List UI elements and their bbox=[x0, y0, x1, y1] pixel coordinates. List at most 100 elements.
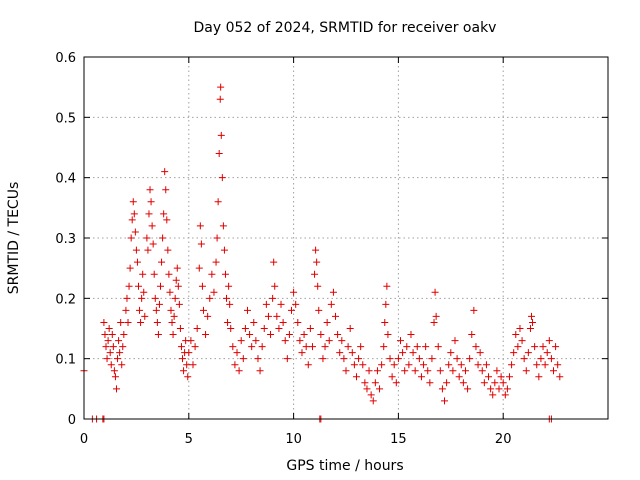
data-point bbox=[102, 343, 110, 351]
data-point bbox=[296, 337, 304, 345]
data-point bbox=[151, 294, 159, 302]
data-point bbox=[493, 367, 501, 375]
data-point bbox=[405, 361, 413, 369]
data-point bbox=[350, 361, 358, 369]
data-point bbox=[420, 361, 428, 369]
data-point bbox=[262, 300, 270, 308]
data-point bbox=[217, 131, 225, 139]
data-point bbox=[157, 282, 165, 290]
data-point bbox=[432, 312, 440, 320]
data-point bbox=[531, 343, 539, 351]
data-point bbox=[313, 258, 321, 266]
data-point bbox=[489, 391, 497, 399]
data-point bbox=[196, 222, 204, 230]
data-point bbox=[131, 228, 139, 236]
data-point bbox=[529, 318, 537, 326]
data-point bbox=[552, 343, 560, 351]
data-point bbox=[162, 186, 170, 194]
data-point bbox=[336, 349, 344, 357]
data-point bbox=[195, 264, 203, 272]
data-point bbox=[430, 318, 438, 326]
data-point bbox=[277, 300, 285, 308]
data-point bbox=[120, 331, 128, 339]
data-point bbox=[445, 361, 453, 369]
data-point bbox=[126, 264, 134, 272]
data-point bbox=[431, 288, 439, 296]
data-point bbox=[352, 373, 360, 381]
data-point bbox=[505, 373, 513, 381]
data-point bbox=[308, 343, 316, 351]
data-point bbox=[123, 294, 131, 302]
data-point bbox=[539, 343, 547, 351]
data-point bbox=[185, 349, 193, 357]
data-point bbox=[179, 355, 187, 363]
data-point bbox=[501, 391, 509, 399]
data-point bbox=[105, 325, 113, 332]
data-point bbox=[535, 373, 543, 381]
data-point bbox=[392, 379, 400, 387]
data-point bbox=[210, 288, 218, 296]
data-point bbox=[547, 355, 555, 363]
data-point bbox=[158, 258, 166, 266]
data-point bbox=[115, 337, 123, 345]
data-point bbox=[223, 294, 231, 302]
data-point bbox=[141, 312, 149, 320]
data-point bbox=[267, 331, 275, 339]
data-point bbox=[114, 355, 122, 363]
data-point bbox=[136, 306, 144, 314]
data-point bbox=[225, 282, 233, 290]
data-point bbox=[270, 258, 278, 266]
data-point bbox=[413, 343, 421, 351]
data-point bbox=[541, 361, 549, 369]
data-point bbox=[382, 300, 390, 308]
data-point bbox=[150, 270, 158, 278]
data-point bbox=[271, 282, 279, 290]
data-point bbox=[111, 373, 119, 381]
data-point bbox=[323, 318, 331, 326]
data-point bbox=[497, 373, 505, 381]
data-point bbox=[348, 349, 356, 357]
data-point bbox=[365, 367, 373, 375]
x-tick-label: 10 bbox=[285, 432, 302, 447]
data-point bbox=[264, 312, 272, 320]
data-point bbox=[148, 222, 156, 230]
data-point bbox=[184, 373, 192, 381]
data-point bbox=[127, 234, 135, 242]
data-point bbox=[499, 379, 507, 387]
data-point bbox=[449, 367, 457, 375]
data-point bbox=[434, 343, 442, 351]
data-point bbox=[428, 355, 436, 363]
data-point bbox=[472, 343, 480, 351]
data-point bbox=[453, 355, 461, 363]
y-tick-label: 0.2 bbox=[55, 292, 76, 307]
data-point bbox=[290, 288, 298, 296]
data-point bbox=[124, 318, 132, 326]
data-point bbox=[217, 83, 225, 91]
data-point bbox=[516, 325, 524, 332]
data-point bbox=[143, 234, 151, 242]
data-point bbox=[187, 337, 195, 345]
data-point bbox=[390, 361, 398, 369]
data-point bbox=[384, 331, 392, 339]
data-point bbox=[466, 355, 474, 363]
data-point bbox=[464, 385, 472, 393]
data-point bbox=[254, 355, 262, 363]
data-point bbox=[480, 379, 488, 387]
data-point bbox=[252, 337, 260, 345]
data-point bbox=[522, 367, 530, 375]
data-point bbox=[180, 367, 188, 375]
data-point bbox=[119, 343, 127, 351]
data-point bbox=[204, 312, 212, 320]
data-point bbox=[459, 379, 467, 387]
data-point bbox=[298, 349, 306, 357]
y-tick-label: 0.4 bbox=[55, 172, 76, 187]
data-point bbox=[426, 379, 434, 387]
data-point bbox=[399, 349, 407, 357]
data-point bbox=[104, 337, 112, 345]
data-point bbox=[147, 198, 155, 206]
data-point bbox=[361, 379, 369, 387]
data-point bbox=[189, 361, 197, 369]
data-point bbox=[118, 361, 126, 369]
data-point bbox=[273, 312, 281, 320]
